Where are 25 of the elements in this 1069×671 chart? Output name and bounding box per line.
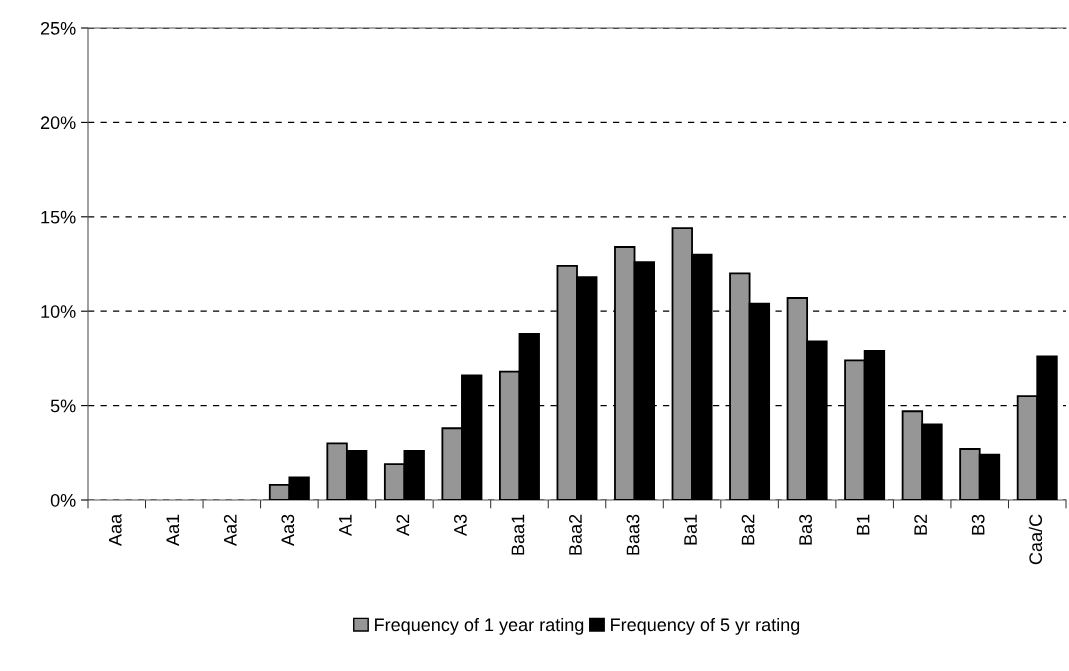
x-tick-label: A2	[396, 514, 410, 536]
x-tick-label: B3	[971, 514, 985, 535]
legend-label: Frequency of 1 year rating	[375, 617, 584, 635]
y-tick-label: 15%	[41, 210, 76, 224]
y-tick-label: 20%	[40, 116, 76, 130]
y-tick-label: 10%	[41, 305, 76, 318]
x-tick-label: Aa1	[166, 514, 180, 546]
x-tick-label: B2	[914, 514, 927, 535]
x-tick-label: A1	[339, 514, 352, 536]
y-tick-label: 5%	[50, 399, 76, 413]
x-tick-label: Ba3	[799, 514, 812, 545]
x-tick-label: Baa3	[626, 514, 640, 555]
y-tick-label: 0%	[50, 493, 76, 507]
x-tick-label: B1	[856, 514, 870, 535]
x-tick-label: Ba2	[741, 514, 755, 545]
legend-label: Frequency of 5 yr rating	[611, 617, 800, 635]
x-tick-label: Aa2	[223, 514, 237, 546]
x-tick-label: Aaa	[109, 513, 122, 546]
x-tick-label: Baa1	[511, 514, 525, 555]
x-tick-label: Ba1	[684, 514, 697, 545]
x-tick-label: Aa3	[281, 514, 295, 546]
x-tick-label: Caa/C	[1028, 514, 1043, 565]
x-tick-label: Baa2	[569, 514, 582, 555]
y-tick-label: 25%	[40, 21, 76, 35]
x-tick-label: A3	[454, 514, 467, 536]
